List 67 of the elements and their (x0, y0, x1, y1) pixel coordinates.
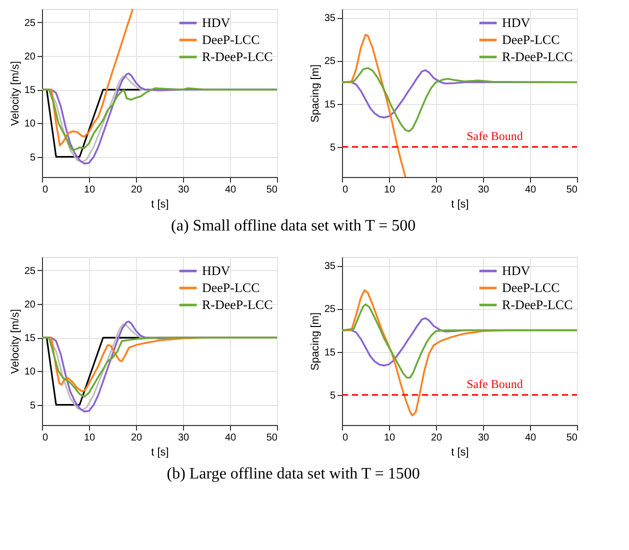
y-tick-label: 20 (24, 300, 36, 311)
x-tick-label: 20 (430, 184, 442, 196)
x-tick-label: 10 (84, 432, 96, 444)
x-axis-title: t [s] (151, 198, 169, 210)
x-tick-label: 50 (566, 184, 578, 196)
y-tick-label: 15 (324, 99, 336, 110)
x-tick-label: 30 (178, 184, 190, 196)
y-tick-label: 15 (24, 85, 36, 96)
x-tick-label: 40 (224, 432, 236, 444)
x-tick-label: 10 (384, 432, 396, 444)
x-tick-label: 0 (42, 184, 48, 196)
legend-label: R-DeeP-LCC (502, 297, 573, 312)
y-axis-title: Spacing [m] (309, 64, 322, 123)
legend-label: DeeP-LCC (502, 32, 560, 47)
x-tick-label: 50 (266, 432, 278, 444)
legend-label: HDV (202, 263, 231, 278)
y-tick-label: 10 (24, 366, 36, 378)
legend-label: DeeP-LCC (202, 32, 260, 47)
x-tick-label: 20 (430, 432, 442, 444)
ref-line-label: Safe Bound (466, 376, 523, 391)
x-tick-label: 30 (478, 432, 490, 444)
x-tick-label: 40 (224, 184, 236, 196)
x-tick-label: 10 (84, 184, 96, 196)
x-axis-title: t [s] (451, 446, 469, 458)
legend-label: R-DeeP-LCC (202, 49, 273, 64)
legend-label: R-DeeP-LCC (502, 49, 573, 64)
y-tick-label: 25 (324, 56, 336, 68)
y-tick-label: 15 (24, 333, 36, 344)
y-tick-label: 15 (324, 347, 336, 358)
y-tick-label: 5 (30, 152, 36, 164)
text: (b) Large offline data set with T = 1500 (166, 466, 420, 482)
legend-label: R-DeeP-LCC (202, 297, 273, 312)
y-tick-label: 10 (24, 118, 36, 130)
y-tick-label: 35 (324, 261, 336, 272)
y-tick-label: 35 (324, 13, 336, 24)
x-tick-label: 40 (524, 184, 536, 196)
y-axis-title: Velocity [m/s] (9, 61, 22, 126)
line-series (342, 67, 577, 132)
y-tick-label: 5 (330, 390, 336, 402)
ref-line-label: Safe Bound (466, 128, 523, 143)
x-tick-label: 30 (178, 432, 190, 444)
y-tick-label: 25 (324, 304, 336, 316)
x-axis-title: t [s] (151, 446, 169, 458)
y-tick-label: 5 (30, 400, 36, 412)
y-tick-label: 25 (24, 18, 36, 29)
x-tick-label: 10 (384, 184, 396, 196)
legend-label: HDV (502, 15, 531, 30)
legend-label: HDV (502, 263, 531, 278)
x-tick-label: 50 (566, 432, 578, 444)
x-tick-label: 0 (42, 432, 48, 444)
legend-label: DeeP-LCC (502, 280, 560, 295)
x-tick-label: 30 (478, 184, 490, 196)
x-tick-label: 0 (342, 432, 348, 444)
x-tick-label: 20 (130, 184, 142, 196)
x-tick-label: 20 (130, 432, 142, 444)
y-tick-label: 20 (24, 52, 36, 63)
legend-label: HDV (202, 15, 231, 30)
y-tick-label: 25 (24, 266, 36, 277)
x-tick-label: 0 (342, 184, 348, 196)
x-axis-title: t [s] (451, 198, 469, 210)
y-axis-title: Spacing [m] (309, 312, 322, 371)
y-axis-title: Velocity [m/s] (9, 309, 22, 374)
legend-label: DeeP-LCC (202, 280, 260, 295)
x-tick-label: 50 (266, 184, 278, 196)
text: (a) Small offline data set with T = 500 (171, 218, 416, 234)
x-tick-label: 40 (524, 432, 536, 444)
y-tick-label: 5 (330, 142, 336, 154)
